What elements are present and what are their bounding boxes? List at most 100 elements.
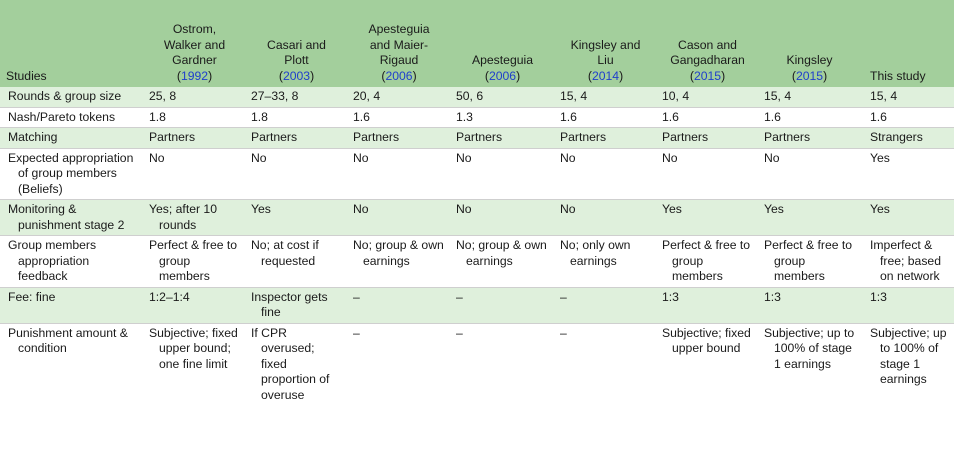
cell-text: Perfect & free to group members xyxy=(764,238,853,283)
table-cell: No xyxy=(554,148,656,200)
cell-text: Subjective; fixed upper bound; one fine … xyxy=(149,325,238,371)
citation-year-link[interactable]: 2014 xyxy=(591,68,620,83)
table-cell: Yes xyxy=(656,199,758,236)
header-line: and Maier- xyxy=(369,37,429,52)
citation-year-link[interactable]: 2006 xyxy=(385,68,413,83)
cell-text: – xyxy=(560,289,567,304)
cell-text: No xyxy=(560,202,576,216)
row-label-text: Monitoring & punishment stage 2 xyxy=(8,202,125,232)
table-cell: No xyxy=(450,148,554,200)
cell-text: If CPR overused; fixed proportion of ove… xyxy=(251,325,330,402)
header-line: Apesteguia xyxy=(472,53,533,67)
table-cell: Subjective; up to 100% of stage 1 earnin… xyxy=(860,323,954,405)
row-punishment: Punishment amount & condition Subjective;… xyxy=(0,323,954,405)
cell-text: 1.6 xyxy=(560,109,577,124)
cell-text: 1.6 xyxy=(353,109,370,124)
header-line: Kingsley and xyxy=(570,37,641,52)
cell-text: No xyxy=(149,150,165,165)
table-cell: 1.6 xyxy=(347,107,450,128)
header-line: Studies xyxy=(6,68,47,83)
table-cell: If CPR overused; fixed proportion of ove… xyxy=(245,323,347,405)
table-cell: Subjective; up to 100% of stage 1 earnin… xyxy=(758,323,860,405)
table-cell: – xyxy=(347,323,450,405)
table-cell: Strangers xyxy=(860,127,954,148)
row-label-text: Nash/Pareto tokens xyxy=(8,109,116,124)
table-cell: Imperfect & free; based on network xyxy=(860,235,954,287)
citation-year-link[interactable]: 2003 xyxy=(282,68,311,83)
table-cell: 15, 4 xyxy=(554,87,656,107)
citation-year-link[interactable]: 2015 xyxy=(795,68,824,83)
header-study-6: Cason and Gangadharan (2015) xyxy=(656,0,758,87)
table-cell: Partners xyxy=(656,127,758,148)
header-study-2: Casari and Plott (2003) xyxy=(245,0,347,87)
cell-text: No; group & own earnings xyxy=(353,238,444,268)
header-line: Gardner xyxy=(172,53,217,67)
table-cell: Yes; after 10 rounds xyxy=(143,199,245,236)
row-matching: Matching Partners Partners Partners Partners… xyxy=(0,127,954,148)
cell-text: Partners xyxy=(560,130,607,144)
comparison-table: Studies Ostrom, Walker and Gardner (1992) Cas… xyxy=(0,0,954,405)
row-label-text: Punishment amount & condition xyxy=(8,325,128,356)
row-fee-fine: Fee: fine 1:2–1:4 Inspector gets fine – – – 1:… xyxy=(0,287,954,323)
header-line: Casari and xyxy=(267,37,326,52)
cell-text: 1.6 xyxy=(870,109,887,124)
header-study-1: Ostrom, Walker and Gardner (1992) xyxy=(143,0,245,87)
citation-year-link[interactable]: 2015 xyxy=(693,68,722,83)
cell-text: Partners xyxy=(764,130,811,144)
table-cell: Subjective; fixed upper bound; one fine … xyxy=(143,323,245,405)
table-cell: No xyxy=(758,148,860,200)
cell-text: Imperfect & free; based on network xyxy=(870,238,941,283)
cell-text: Yes xyxy=(662,202,682,216)
citation-year-link[interactable]: 1992 xyxy=(180,68,209,83)
cell-text: 10, 4 xyxy=(662,89,690,103)
cell-text: Perfect & free to group members xyxy=(149,238,238,283)
cell-text: No xyxy=(456,202,472,216)
table-cell: 1.3 xyxy=(450,107,554,128)
row-label: Monitoring & punishment stage 2 xyxy=(0,199,143,236)
table-body: Rounds & group size 25, 8 27–33, 8 20, 4 50,… xyxy=(0,87,954,405)
header-line: Cason and xyxy=(678,37,737,52)
table-cell: Subjective; fixed upper bound xyxy=(656,323,758,405)
cell-text: – xyxy=(560,325,567,340)
cell-text: 1.8 xyxy=(251,109,268,124)
row-label-text: Expected appropriation of group members … xyxy=(8,150,134,196)
header-studies: Studies xyxy=(0,0,143,87)
table-cell: Yes xyxy=(245,199,347,236)
cell-text: Yes xyxy=(764,202,784,216)
cell-text: 1:3 xyxy=(764,289,781,304)
cell-text: 1.6 xyxy=(764,109,781,124)
table-cell: Partners xyxy=(554,127,656,148)
table-cell: Perfect & free to group members xyxy=(656,235,758,287)
table-cell: No; group & own earnings xyxy=(450,235,554,287)
cell-text: 1:3 xyxy=(870,289,887,304)
citation-year-link[interactable]: 2006 xyxy=(488,68,517,83)
table-cell: 1.6 xyxy=(656,107,758,128)
header-line: Walker and xyxy=(163,37,226,52)
table-cell: Perfect & free to group members xyxy=(758,235,860,287)
table-cell: – xyxy=(347,287,450,323)
cell-text: Partners xyxy=(353,130,400,144)
cell-text: Yes; after 10 rounds xyxy=(149,202,217,232)
header-line: Liu xyxy=(597,53,614,67)
table-cell: 1.6 xyxy=(860,107,954,128)
table-cell: 1.8 xyxy=(245,107,347,128)
cell-text: 1.8 xyxy=(149,109,166,124)
table-cell: No; at cost if requested xyxy=(245,235,347,287)
row-label-text: Fee: fine xyxy=(8,289,56,304)
cell-text: No; only own earnings xyxy=(560,238,631,268)
cell-text: No xyxy=(353,150,369,165)
header-row: Studies Ostrom, Walker and Gardner (1992) Cas… xyxy=(0,0,954,87)
table-cell: 15, 4 xyxy=(860,87,954,107)
cell-text: No; group & own earnings xyxy=(456,238,547,268)
cell-text: 1.3 xyxy=(456,109,473,124)
cell-text: 1:3 xyxy=(662,289,679,304)
table-cell: No; only own earnings xyxy=(554,235,656,287)
table-cell: – xyxy=(450,323,554,405)
table-cell: 1.8 xyxy=(143,107,245,128)
table-cell: 20, 4 xyxy=(347,87,450,107)
table-cell: No; group & own earnings xyxy=(347,235,450,287)
table-cell: Partners xyxy=(450,127,554,148)
table-cell: No xyxy=(245,148,347,200)
table-cell: Partners xyxy=(758,127,860,148)
cell-text: Partners xyxy=(149,130,196,144)
